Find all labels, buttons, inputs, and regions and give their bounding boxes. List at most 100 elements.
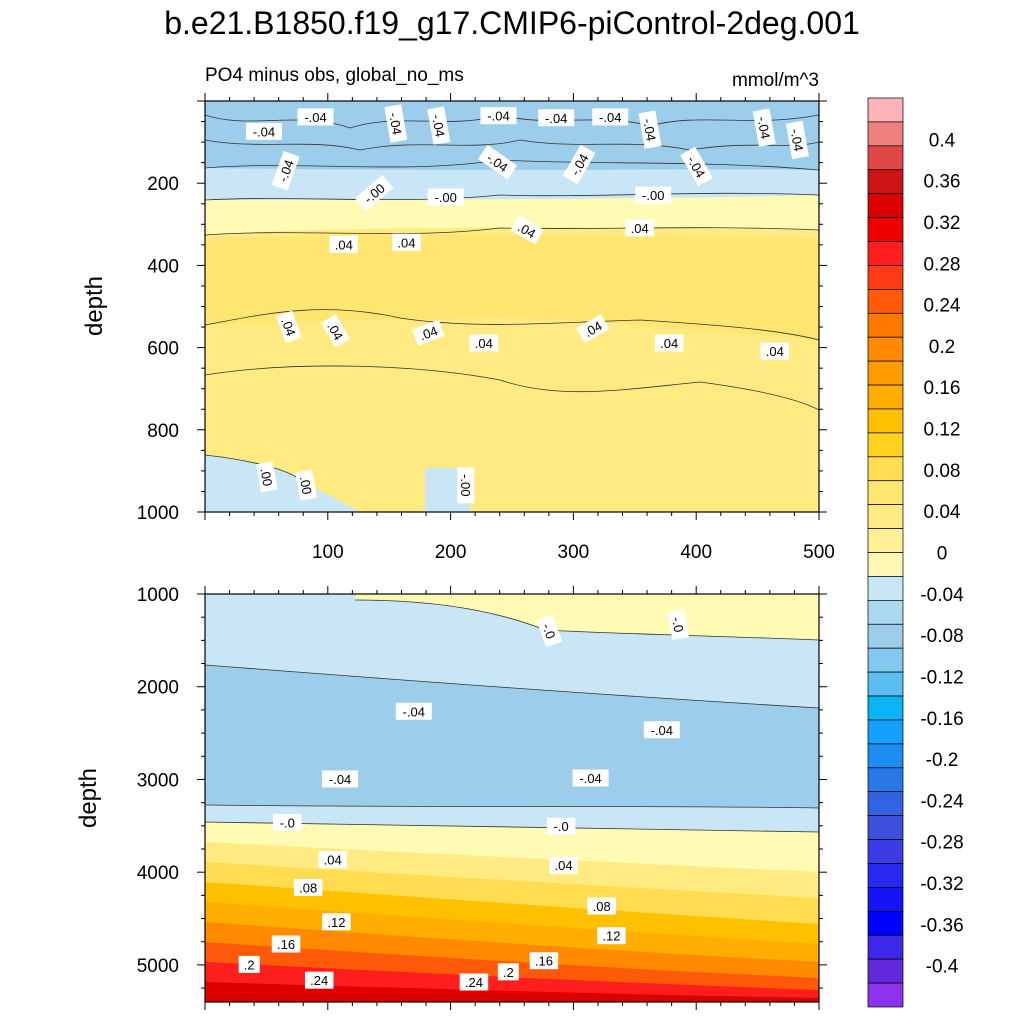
colorbar-label: 0.24 — [924, 296, 961, 317]
colorbar-box — [867, 599, 904, 625]
contour-label-bg — [384, 104, 408, 143]
x-tick-label: 500 — [803, 542, 835, 563]
contour-label-bg — [510, 215, 544, 245]
contour-label-text: -.04 — [275, 158, 297, 184]
contour-label-bg — [256, 461, 278, 493]
contour-label: .00 — [295, 469, 318, 501]
contour-label-bg — [597, 927, 626, 945]
contour-label-text: .04 — [631, 221, 649, 236]
contour-label-bg — [638, 110, 662, 149]
contour-label: -.0 — [536, 614, 563, 648]
contour-label: .04 — [654, 334, 684, 352]
contour-label-bg — [752, 108, 776, 147]
colorbar-box — [867, 767, 904, 793]
contour-label-bg — [271, 150, 300, 191]
contour-label-bg — [680, 146, 713, 187]
lower-frame — [204, 593, 820, 1003]
contour-label-text: .04 — [417, 323, 439, 343]
contour-label: .08 — [587, 897, 616, 915]
contour-label-text: -.04 — [304, 110, 326, 125]
colorbar-label: -0.36 — [920, 915, 963, 936]
colorbar-label: -0.32 — [920, 874, 963, 895]
y-tick-label: 4000 — [137, 863, 179, 884]
colorbar-label: -0.12 — [920, 667, 963, 688]
contour-label-text: .04 — [397, 235, 415, 250]
contour-label: .12 — [322, 913, 351, 931]
contour-label: .12 — [597, 927, 626, 945]
colorbar-boxes — [867, 97, 904, 1008]
contour-label-bg — [459, 973, 489, 991]
contour-label-text: .04 — [660, 336, 678, 351]
x-tick-label: 400 — [680, 542, 712, 563]
contour-label-bg — [318, 851, 347, 869]
contour-label-bg — [322, 770, 359, 788]
contour-label: .2 — [238, 955, 260, 973]
contour-label-bg — [546, 817, 576, 835]
contour-label: -.00 — [635, 186, 672, 204]
contour-label-text: .08 — [299, 880, 317, 895]
colorbar-box — [867, 528, 904, 553]
fill-008-012 — [205, 234, 819, 340]
contour-label: .24 — [459, 973, 489, 991]
contour-label-bg — [587, 897, 616, 915]
contour-label: .04 — [392, 233, 421, 251]
contour-label: .04 — [510, 215, 544, 245]
contour-label: .04 — [276, 310, 302, 344]
contour-label: -.04 — [395, 702, 432, 720]
colorbar-label: 0.2 — [929, 337, 955, 358]
colorbar-labels: 0.4 0.36 0.32 0.28 0.24 0.2 0.16 0.12 0.08 0.04 0 -… — [920, 130, 964, 977]
contour-label: .04 — [549, 856, 578, 874]
contour-label: -.0 — [667, 609, 690, 641]
contour-label-text: -.04 — [579, 771, 601, 786]
fill-neg-004-008 — [205, 665, 819, 808]
contour-label-text: .2 — [244, 957, 255, 972]
contour-label-text: -.04 — [487, 109, 509, 124]
colorbar-box — [867, 504, 904, 529]
fill-neg-004-008 — [205, 101, 819, 170]
lower-contour-labels: -.0 -.0 -.04 -.04 -.04 -.04 -.0 -.0 .04 .04 .08 .08… — [238, 609, 690, 991]
contour-label-text: -.04 — [329, 772, 351, 787]
contour-label-text: -.00 — [434, 190, 456, 205]
lower-ticks: 1000 2000 3000 4000 5000 — [137, 585, 827, 1010]
contour-label: -.04 — [572, 769, 609, 787]
colorbar-label: 0 — [937, 544, 948, 565]
contour-label: -.04 — [297, 108, 334, 126]
contour-label-bg — [321, 314, 351, 348]
colorbar-box — [867, 145, 904, 171]
contour-label: .04 — [760, 342, 790, 360]
contour-label-bg — [304, 971, 334, 989]
contour-label-text: .04 — [766, 344, 784, 359]
colorbar-label: -0.16 — [920, 709, 963, 730]
colorbar-box — [867, 169, 904, 195]
fill-032-036 — [205, 982, 819, 1002]
colorbar-box — [867, 193, 904, 218]
contour-label-text: .2 — [503, 965, 514, 980]
chart-subtitle-left: PO4 minus obs, global_no_ms — [205, 65, 464, 86]
contour-label-bg — [529, 952, 559, 970]
contour-label-bg — [412, 319, 445, 346]
contour-label-bg — [427, 188, 464, 206]
contour-label-bg — [469, 334, 499, 352]
contour-line — [205, 804, 819, 809]
colorbar-label: -0.2 — [926, 750, 959, 771]
contour-label-bg — [480, 107, 517, 125]
contour-label-text: -.04 — [651, 723, 673, 738]
contour-label: -.04 — [752, 108, 776, 147]
contour-label-text: -.0 — [554, 819, 569, 834]
contour-label-bg — [625, 219, 654, 237]
colorbar-box — [867, 408, 904, 434]
y-tick-label: 3000 — [137, 770, 179, 791]
colorbar-label: -0.04 — [920, 585, 964, 606]
contour-label-bg — [457, 467, 475, 504]
contour-label-text: .04 — [324, 853, 342, 868]
x-tick-label: 100 — [312, 542, 344, 563]
contour-label-text: .00 — [257, 467, 275, 487]
contour-line — [205, 192, 819, 201]
colorbar-box — [867, 647, 904, 673]
chart-units: mmol/m^3 — [732, 70, 819, 91]
colorbar-box — [867, 910, 904, 936]
y-tick-label: 600 — [147, 339, 179, 360]
contour-label-bg — [549, 856, 578, 874]
